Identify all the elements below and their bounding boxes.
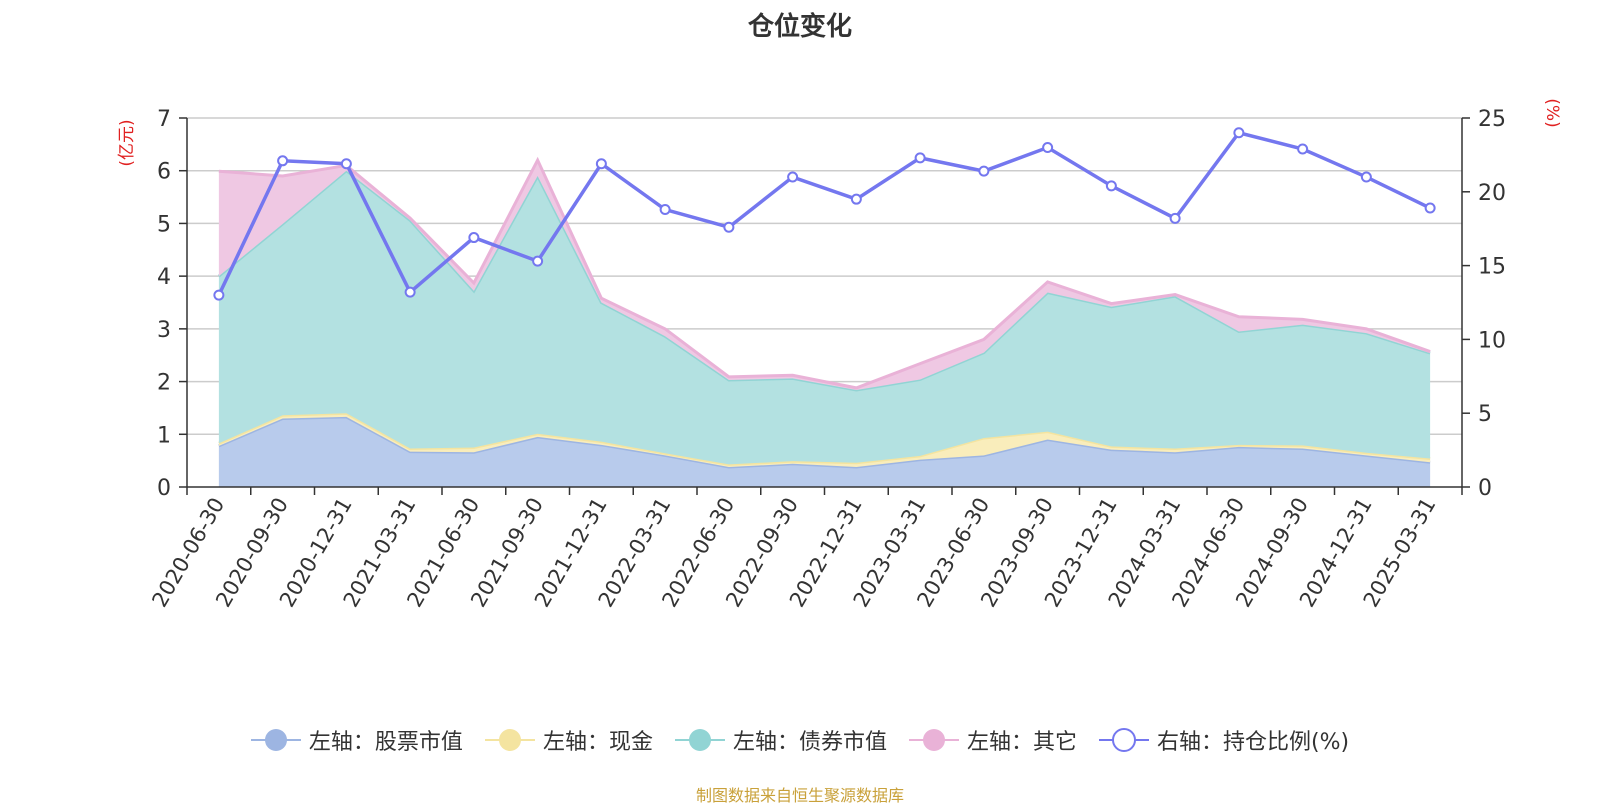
legend-label: 左轴：股票市值 (308, 730, 463, 755)
legend-item[interactable]: 左轴：股票市值 (250, 724, 463, 756)
legend-label: 右轴：持仓比例(%) (1156, 730, 1350, 755)
legend-item[interactable]: 左轴：其它 (908, 724, 1077, 756)
legend-item[interactable]: 左轴：债券市值 (674, 724, 887, 756)
legend-label: 左轴：其它 (966, 730, 1077, 755)
area-line-左轴：其它 (218, 156, 1431, 390)
legend: 左轴：股票市值 左轴：现金 左轴：债券市值 左轴：其它 右轴：持仓比例(%) (0, 724, 1600, 756)
ratio-point (914, 152, 926, 164)
right-tick-label: 25 (1478, 107, 1506, 132)
legend-item[interactable]: 左轴：现金 (484, 724, 653, 756)
ratio-point (1169, 212, 1181, 224)
right-tick-label: 5 (1478, 402, 1492, 427)
ratio-point (595, 158, 607, 170)
ratio-point (723, 221, 735, 233)
ratio-point (277, 155, 289, 167)
ratio-point (850, 193, 862, 205)
ratio-point (1105, 180, 1117, 192)
area-左轴：股票市值 (218, 416, 1431, 487)
left-tick-label: 6 (157, 160, 171, 185)
ratio-point (1360, 171, 1372, 183)
left-axis-label: (亿元) (117, 119, 137, 166)
legend-marker-icon (908, 729, 959, 751)
legend-label: 左轴：债券市值 (732, 730, 887, 755)
left-tick-label: 1 (157, 423, 171, 448)
ratio-point (659, 204, 671, 216)
legend-marker-icon (674, 729, 725, 751)
legend-item[interactable]: 右轴：持仓比例(%) (1098, 724, 1350, 756)
ratio-point (1233, 127, 1245, 139)
ratio-point (468, 232, 480, 244)
right-axis-label: (%) (1542, 98, 1562, 127)
ratio-point (1424, 202, 1436, 214)
left-tick-label: 7 (157, 107, 171, 132)
right-tick-label: 10 (1478, 328, 1506, 353)
ratio-point (1042, 142, 1054, 154)
ratio-point (532, 255, 544, 267)
data-source-note: 制图数据来自恒生聚源数据库 (695, 786, 904, 805)
left-tick-label: 0 (157, 476, 171, 501)
left-tick-label: 5 (157, 212, 171, 237)
ratio-point (213, 289, 225, 301)
ratio-point (787, 171, 799, 183)
ratio-point (404, 286, 416, 298)
left-tick-label: 3 (157, 318, 171, 343)
ratio-line (217, 130, 1431, 296)
legend-marker-icon (1098, 728, 1149, 752)
ratio-point (1297, 143, 1309, 155)
legend-label: 左轴：现金 (542, 730, 653, 755)
area-左轴：债券市值 (218, 170, 1431, 465)
right-tick-label: 15 (1478, 255, 1506, 280)
ratio-point (340, 158, 352, 170)
right-tick-label: 0 (1478, 476, 1492, 501)
ratio-point (978, 165, 990, 177)
left-tick-label: 4 (157, 265, 171, 290)
legend-marker-icon (484, 729, 535, 751)
right-tick-label: 20 (1478, 181, 1506, 206)
chart-title: 仓位变化 (747, 12, 852, 42)
area-左轴：其它 (218, 160, 1431, 391)
left-tick-label: 2 (157, 371, 171, 396)
legend-marker-icon (250, 729, 301, 751)
